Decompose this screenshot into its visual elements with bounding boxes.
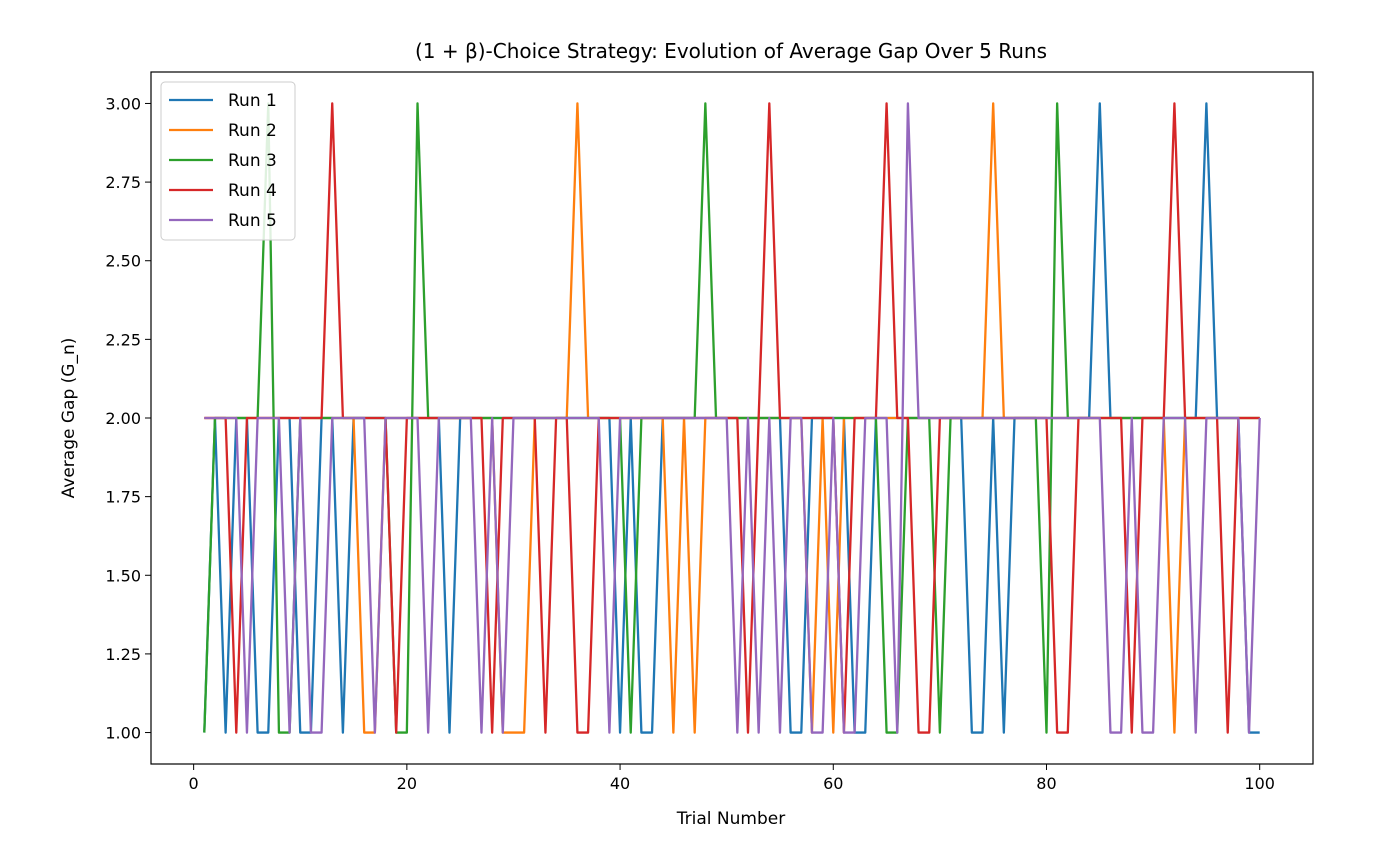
y-tick-label: 1.00 [105, 724, 141, 743]
y-tick-label: 2.75 [105, 173, 141, 192]
x-tick-label: 60 [823, 774, 843, 793]
legend-label: Run 5 [228, 211, 277, 231]
y-tick-label: 2.25 [105, 330, 141, 349]
legend: Run 1 Run 2 Run 3 Run 4 Run 5 [160, 81, 296, 241]
x-tick-label: 0 [189, 774, 199, 793]
x-tick-label: 20 [397, 774, 417, 793]
legend-label: Run 4 [228, 181, 277, 201]
x-tick-label: 100 [1244, 774, 1275, 793]
series-line-run-5 [204, 102, 1261, 734]
legend-box [160, 81, 296, 241]
plot-lines [203, 102, 1261, 734]
y-axis-label: Average Gap (G_n) [59, 338, 79, 499]
y-tick-label: 2.50 [105, 252, 141, 271]
x-tick-label: 80 [1036, 774, 1056, 793]
y-tick-label: 2.00 [105, 409, 141, 428]
x-tick-label: 40 [610, 774, 630, 793]
legend-label: Run 2 [228, 121, 277, 141]
chart-title: (1 + β)-Choice Strategy: Evolution of Av… [415, 39, 1047, 63]
legend-label: Run 1 [228, 91, 277, 111]
x-axis-ticks: 0 20 40 60 80 100 [189, 764, 1275, 793]
y-tick-label: 1.25 [105, 645, 141, 664]
y-tick-label: 1.75 [105, 488, 141, 507]
legend-label: Run 3 [228, 151, 277, 171]
x-axis-label: Trial Number [676, 809, 785, 829]
y-tick-label: 3.00 [105, 94, 141, 113]
y-tick-label: 1.50 [105, 566, 141, 585]
y-axis-ticks: 1.00 1.25 1.50 1.75 2.00 2.25 2.50 2.75 3.00 [105, 94, 151, 743]
